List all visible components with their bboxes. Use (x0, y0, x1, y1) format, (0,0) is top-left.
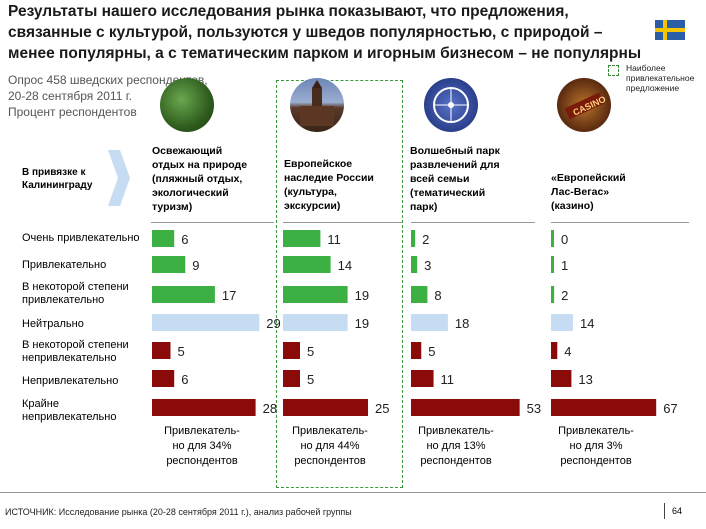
column-header-nature: Освежающий отдых на природе (пляжный отд… (152, 145, 248, 213)
bar-value-label: 9 (192, 258, 199, 273)
forest-photo (160, 78, 214, 132)
bar-value-label: 5 (307, 372, 314, 387)
chevron-right-icon (108, 150, 130, 206)
footer-rule (0, 492, 706, 493)
bar (152, 314, 260, 331)
bar (152, 256, 186, 273)
bar-value-label: 6 (181, 372, 188, 387)
sweden-flag-icon (655, 20, 685, 40)
cathedral-photo (290, 78, 344, 132)
bar (283, 314, 348, 331)
row-label: В некоторой степени привлекательно (22, 281, 129, 306)
summary-casino: Привлекатель- но для 3% респондентов (558, 425, 634, 467)
column-header-casino: «Европейский Лас-Вегас» (казино) (551, 172, 626, 212)
row-label: В некоторой степени непривлекательно (22, 339, 129, 364)
bar (411, 314, 448, 331)
bar (283, 399, 368, 416)
source-note: ИСТОЧНИК: Исследование рынка (20-28 сент… (5, 507, 352, 517)
bar-value-label: 19 (355, 316, 369, 331)
bar (411, 230, 416, 247)
bar-value-label: 4 (564, 344, 571, 359)
bar-value-label: 11 (327, 232, 341, 247)
bar-value-label: 5 (428, 344, 435, 359)
bar-value-label: 25 (375, 401, 389, 416)
bar (283, 230, 321, 247)
bar-value-label: 14 (580, 316, 594, 331)
column-rule (411, 222, 535, 223)
bar (152, 370, 175, 387)
row-label: Нейтрально (22, 318, 84, 330)
bar (551, 314, 573, 331)
anchor-label: В привязке к Калининграду (22, 167, 93, 191)
bar (551, 230, 554, 247)
casino-photo: CASINO (557, 78, 611, 132)
bar (152, 286, 215, 303)
column-header-heritage: Европейское наследие России (культура, э… (284, 158, 374, 212)
bar-value-label: 19 (355, 288, 369, 303)
ferris-wheel-photo (424, 78, 478, 132)
bar-value-label: 14 (338, 258, 352, 273)
bar (152, 342, 171, 359)
bar-value-label: 28 (263, 401, 277, 416)
bar (551, 256, 554, 273)
summary-nature: Привлекатель- но для 34% респондентов (164, 425, 240, 467)
row-label: Непривлекательно (22, 375, 119, 387)
bar-value-label: 1 (561, 258, 568, 273)
bar (152, 230, 175, 247)
bar-value-label: 53 (527, 401, 541, 416)
summary-themepark: Привлекатель- но для 13% респондентов (418, 425, 494, 467)
bar-value-label: 29 (266, 316, 280, 331)
bar-value-label: 2 (422, 232, 429, 247)
bar (411, 256, 418, 273)
bar-value-label: 18 (455, 316, 469, 331)
bar (411, 342, 422, 359)
bar-value-label: 5 (178, 344, 185, 359)
bar-value-label: 5 (307, 344, 314, 359)
bar (411, 286, 428, 303)
legend-label: Наиболее привлекательное предложение (626, 63, 695, 93)
bar-value-label: 13 (578, 372, 592, 387)
column-rule (283, 222, 402, 223)
bar (551, 370, 572, 387)
bar-value-label: 6 (181, 232, 188, 247)
bar (283, 342, 300, 359)
bar (551, 342, 558, 359)
page-title: Результаты нашего исследования рынка пок… (8, 3, 642, 62)
column-rule (551, 222, 689, 223)
row-label: Привлекательно (22, 259, 107, 271)
column-rule (151, 222, 274, 223)
bar-value-label: 2 (561, 288, 568, 303)
bar-value-label: 17 (222, 288, 236, 303)
bar (283, 370, 300, 387)
bar (152, 399, 256, 416)
row-label: Очень привлекательно (22, 232, 140, 244)
survey-subtitle: Опрос 458 шведских респондентов, 20-28 с… (8, 73, 208, 119)
page-number: 64 (672, 506, 683, 516)
summary-heritage: Привлекатель- но для 44% респондентов (292, 425, 368, 467)
bar-value-label: 67 (663, 401, 677, 416)
bar (551, 286, 555, 303)
bar-value-label: 3 (424, 258, 431, 273)
bar-value-label: 11 (441, 372, 455, 387)
row-label: Крайне непривлекательно (22, 398, 117, 423)
page-separator (664, 503, 665, 519)
bar (411, 399, 520, 416)
bar (411, 370, 434, 387)
column-header-themepark: Волшебный парк развлечений для всей семь… (410, 145, 500, 213)
bar (551, 399, 657, 416)
bar-value-label: 8 (434, 288, 441, 303)
bar (283, 286, 348, 303)
bar-value-label: 0 (561, 232, 568, 247)
legend-dashed-box-icon (608, 65, 619, 76)
most-attractive-highlight (276, 80, 403, 488)
bar (283, 256, 331, 273)
